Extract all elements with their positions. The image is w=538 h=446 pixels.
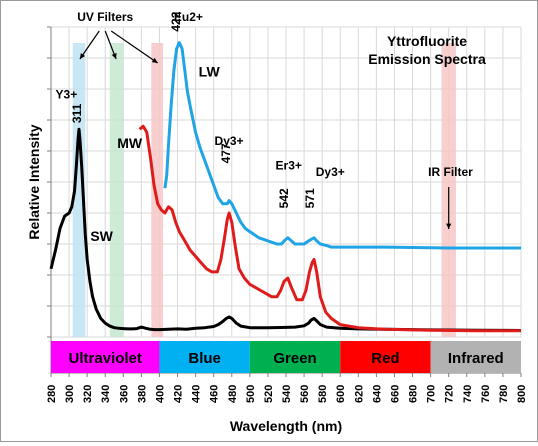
filter-band — [72, 43, 86, 337]
x-tick-label: 400 — [154, 385, 166, 403]
x-tick-label: 560 — [299, 385, 311, 403]
peak-label: 422 — [169, 11, 183, 31]
x-tick-label: 440 — [191, 385, 203, 403]
annotation-label: Er3+ — [276, 159, 302, 173]
band-blue — [159, 341, 250, 373]
peak-label: 477 — [219, 143, 233, 163]
x-tick-label: 640 — [371, 385, 383, 403]
y-axis-title: Relative Intensity — [26, 124, 42, 239]
uv-filter-arrow-head — [151, 57, 158, 63]
series-line-mw — [138, 124, 521, 333]
x-tick-label: 740 — [462, 385, 474, 403]
band-infrared — [430, 341, 521, 373]
series-line-sw — [49, 127, 522, 332]
band-green — [249, 341, 341, 373]
x-tick-label: 800 — [516, 385, 528, 403]
series-line-lw — [163, 41, 521, 250]
annotation-label: UV Filters — [77, 10, 133, 24]
x-tick-label: 680 — [408, 385, 420, 403]
x-tick-label: 780 — [498, 385, 510, 403]
uv-filter-arrow-head — [111, 53, 117, 59]
annotation-label: Y3+ — [56, 87, 78, 101]
x-tick-label: 340 — [100, 385, 112, 403]
x-tick-label: 380 — [136, 385, 148, 403]
annotation-label: IR Filter — [428, 165, 473, 179]
annotation-label: MW — [117, 135, 143, 151]
x-tick-label: 660 — [389, 385, 401, 403]
band-label: Red — [371, 350, 399, 367]
annotation-label: SW — [90, 228, 113, 244]
x-tick-label: 720 — [444, 385, 456, 403]
x-tick-label: 280 — [46, 385, 58, 403]
x-axis-title: Wavelength (nm) — [230, 418, 342, 434]
x-tick-label: 420 — [173, 385, 185, 403]
chart-title-line: Emission Spectra — [368, 51, 486, 67]
peak-label: 542 — [277, 188, 291, 208]
band-label: Ultraviolet — [69, 350, 142, 367]
annotation-label: Dy3+ — [316, 165, 345, 179]
x-tick-label: 320 — [82, 385, 94, 403]
filter-band — [109, 43, 124, 337]
x-tick-label: 600 — [335, 385, 347, 403]
x-tick-label: 540 — [281, 385, 293, 403]
band-label: Green — [273, 350, 316, 367]
x-tick-label: 580 — [317, 385, 329, 403]
x-tick-label: 620 — [353, 385, 365, 403]
annotation-label: Eu2+ — [174, 10, 203, 24]
band-label: Blue — [188, 350, 221, 367]
x-tick-label: 520 — [263, 385, 275, 403]
ir-filter-arrow-head — [446, 223, 452, 229]
peak-label: 311 — [70, 103, 84, 123]
x-tick-label: 760 — [480, 385, 492, 403]
uv-filter-arrow — [79, 30, 100, 60]
x-tick-label: 360 — [118, 385, 130, 403]
uv-filter-arrow-head — [79, 53, 86, 59]
filter-band — [151, 43, 164, 337]
x-tick-label: 700 — [426, 385, 438, 403]
x-tick-label: 460 — [209, 385, 221, 403]
x-tick-label: 480 — [227, 385, 239, 403]
chart-title-line: Yttrofluorite — [387, 33, 467, 49]
peak-label: 571 — [303, 188, 317, 208]
x-tick-label: 500 — [245, 385, 257, 403]
band-ultraviolet — [51, 341, 160, 373]
x-tick-label: 300 — [64, 385, 76, 403]
annotation-label: LW — [199, 64, 221, 80]
band-label: Infrared — [448, 350, 504, 367]
annotation-label: Dy3+ — [215, 134, 244, 148]
uv-filter-arrow — [110, 30, 158, 64]
band-red — [340, 341, 431, 373]
